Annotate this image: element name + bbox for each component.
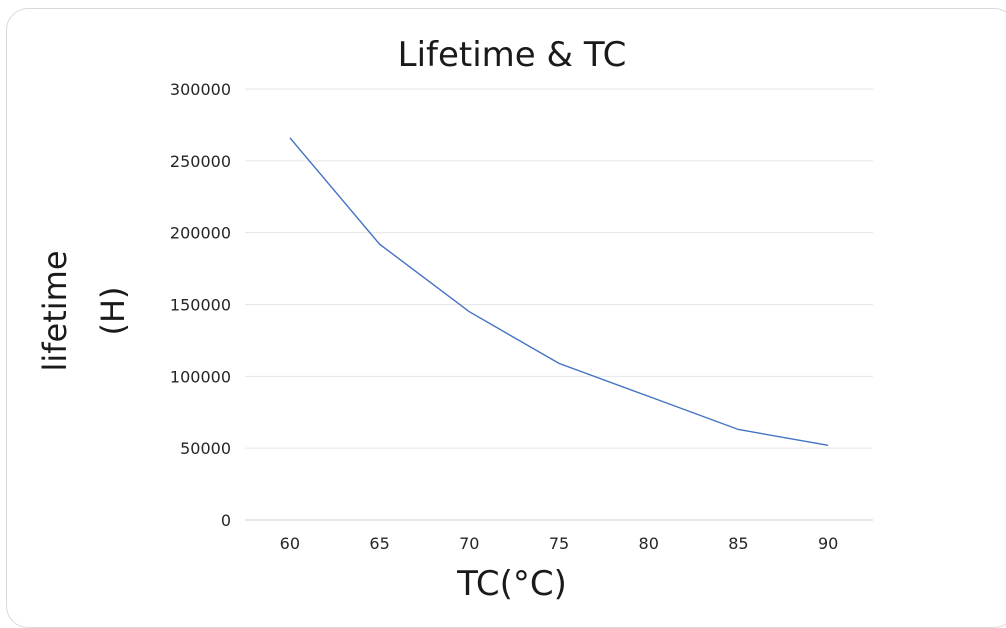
y-tick-label: 50000 xyxy=(180,439,231,458)
gridlines xyxy=(245,88,873,521)
y-tick-label: 0 xyxy=(221,511,231,530)
y-axis-title: lifetime (H) xyxy=(36,250,132,371)
x-tick-label: 65 xyxy=(369,534,389,553)
y-axis-label-line2: (H) xyxy=(94,286,132,335)
y-tick-label: 150000 xyxy=(170,296,231,315)
series-group xyxy=(289,137,829,446)
x-tick-label: 70 xyxy=(459,534,479,553)
x-tick-label: 75 xyxy=(549,534,569,553)
x-tick-label: 90 xyxy=(818,534,838,553)
series-line xyxy=(289,137,829,446)
chart-card xyxy=(6,8,1006,628)
y-tick-label: 300000 xyxy=(170,80,231,99)
y-tick-labels: 0 50000 100000 150000 200000 250000 300000 xyxy=(170,80,231,530)
y-tick-label: 250000 xyxy=(170,152,231,171)
x-tick-labels: 60 65 70 75 80 85 90 xyxy=(280,534,839,553)
chart-title: Lifetime & TC xyxy=(398,35,627,75)
y-tick-label: 100000 xyxy=(170,367,231,386)
x-axis-label: TC(°C) xyxy=(456,564,567,604)
y-axis-label-line1: lifetime xyxy=(36,250,74,371)
x-tick-label: 80 xyxy=(639,534,659,553)
y-tick-label: 200000 xyxy=(170,224,231,243)
line-chart: Lifetime & TC 0 50000 100000 150000 200000 25… xyxy=(36,35,873,604)
x-tick-label: 60 xyxy=(280,534,300,553)
x-tick-label: 85 xyxy=(728,534,748,553)
